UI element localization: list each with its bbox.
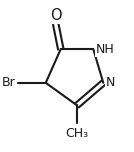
Text: CH₃: CH₃	[65, 127, 89, 140]
Text: NH: NH	[96, 43, 115, 55]
Text: N: N	[106, 76, 115, 89]
Text: Br: Br	[2, 76, 16, 89]
Text: O: O	[50, 8, 62, 23]
